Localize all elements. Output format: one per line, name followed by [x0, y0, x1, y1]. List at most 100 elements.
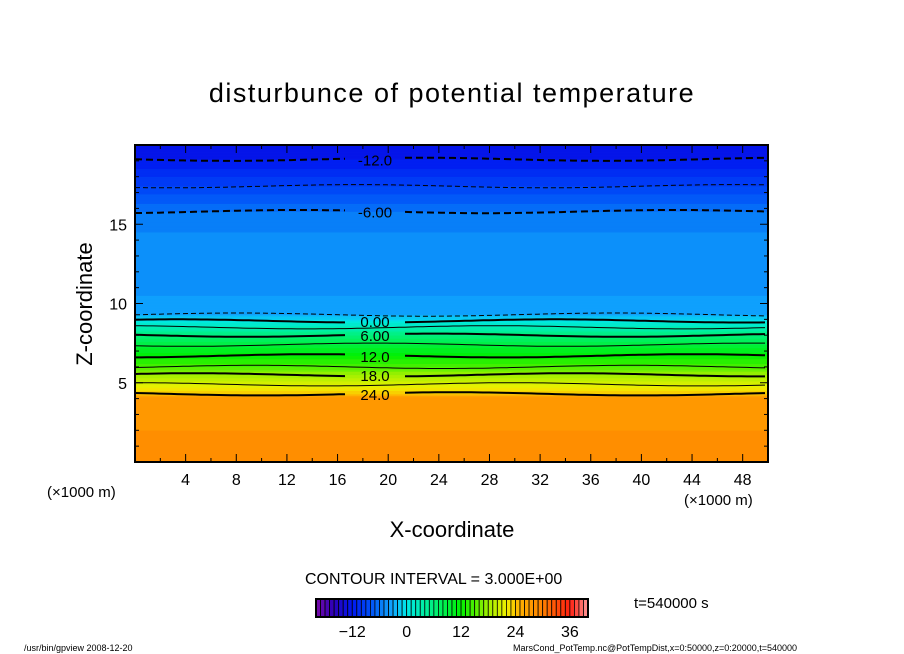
field-band [135, 418, 768, 422]
x-tick-label: 48 [734, 472, 752, 489]
colorbar-swatch [551, 598, 557, 618]
contour-line [405, 372, 765, 378]
field-band [135, 257, 768, 260]
field-band [135, 225, 768, 228]
field-band [135, 158, 768, 162]
contour-label: -12.0 [358, 152, 392, 169]
footer-right: MarsCond_PotTemp.nc@PotTempDist,x=0:5000… [513, 643, 797, 653]
field-band [135, 162, 768, 165]
field-band [135, 189, 768, 192]
field-band [135, 266, 768, 269]
field-band [135, 437, 768, 441]
colorbar-swatch [524, 598, 530, 618]
x-tick-label: 36 [582, 472, 600, 489]
field-band [135, 339, 768, 342]
contour-line [405, 156, 765, 162]
field-band [135, 455, 768, 458]
field-band [135, 228, 768, 231]
field-band [135, 403, 768, 406]
field-band [135, 187, 768, 190]
field-band [135, 273, 768, 276]
field-band [135, 173, 768, 176]
field-band [135, 357, 768, 360]
field-band [135, 223, 768, 227]
field-band [135, 445, 768, 449]
field-band [135, 307, 768, 311]
contour-line [404, 332, 766, 338]
x-unit-label-left: (×1000 m) [47, 484, 116, 501]
field-band [135, 334, 768, 338]
colorbar-swatch [437, 598, 444, 618]
field-band [135, 444, 768, 447]
field-band [135, 330, 768, 333]
field-band [135, 179, 768, 182]
colorbar-swatch [510, 598, 516, 618]
colorbar-swatch [383, 598, 389, 618]
field-band [135, 401, 768, 404]
y-tick-label: 5 [118, 376, 127, 393]
field-band [135, 368, 768, 371]
colorbar-swatch [515, 598, 521, 618]
contour-label: 6.00 [360, 328, 389, 345]
field-band [135, 322, 768, 325]
field-band [135, 288, 768, 292]
contour-lines: -12.0 -6.00 0.006.00 12.0 18.0 24.0 [134, 152, 766, 404]
field-band [135, 456, 768, 460]
field-band [135, 284, 768, 287]
x-tick-label: 16 [329, 472, 347, 489]
contour-line [134, 372, 346, 378]
colorbar-swatch [447, 598, 453, 618]
contour-line [135, 209, 346, 214]
field-band [135, 349, 768, 352]
field-band [135, 217, 768, 220]
contour-line [135, 184, 766, 189]
field-band [135, 306, 768, 309]
colorbar-swatch [519, 598, 525, 618]
x-tick-label: 24 [430, 472, 448, 489]
contour-line [404, 209, 766, 215]
field-band [135, 151, 768, 154]
field-band [135, 160, 768, 163]
field-band [135, 347, 768, 350]
field-band [135, 428, 768, 431]
field-band [135, 238, 768, 241]
field-band [135, 317, 768, 320]
field-band [135, 277, 768, 281]
field-band [135, 312, 768, 315]
x-tick-label: 40 [633, 472, 651, 489]
field-band [135, 152, 768, 155]
field-band [135, 414, 768, 417]
field-band [135, 154, 768, 157]
field-band [135, 412, 768, 415]
field-band [135, 361, 768, 365]
field-band [135, 441, 768, 444]
colorbar-swatch [537, 598, 544, 618]
colorbar-swatch [528, 598, 534, 618]
colorbar-swatch [442, 598, 448, 618]
colorbar-swatch [369, 598, 376, 618]
field-band [135, 295, 768, 298]
field-band [135, 244, 768, 247]
field-band [135, 404, 768, 407]
field-band [135, 287, 768, 290]
field-band [135, 398, 768, 401]
field-band [135, 447, 768, 450]
field-band [135, 279, 768, 282]
field-band [135, 298, 768, 301]
field-band [135, 246, 768, 249]
colorbar-swatch [419, 598, 426, 618]
field-band [135, 309, 768, 312]
field-band [135, 328, 768, 331]
field-band [135, 395, 768, 398]
colorbar-swatch [492, 598, 498, 618]
x-unit-label-right: (×1000 m) [684, 492, 753, 509]
colorbar-swatch [578, 598, 584, 618]
field-band [135, 231, 768, 235]
colorbar-swatch [451, 598, 457, 618]
field-band [135, 165, 768, 168]
colorbar-swatch [501, 598, 507, 618]
field-band [135, 195, 768, 198]
field-band [135, 174, 768, 177]
